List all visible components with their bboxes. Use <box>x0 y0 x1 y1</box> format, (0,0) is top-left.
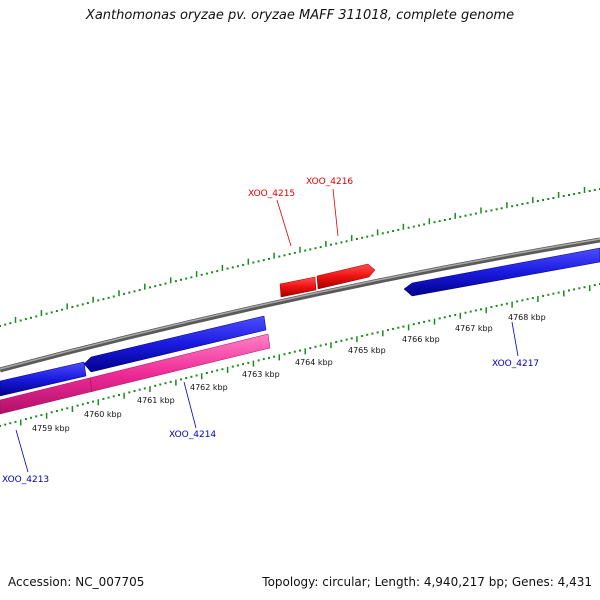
gene-label-xoo-4213[interactable]: XOO_4213 <box>2 429 49 485</box>
gene-xoo-4214-feature[interactable] <box>83 315 267 373</box>
pink-feature-track <box>0 333 271 415</box>
svg-text:XOO_4215: XOO_4215 <box>248 189 295 199</box>
gene-xoo-4215-feature[interactable] <box>279 276 317 298</box>
gene-label-xoo-4217[interactable]: XOO_4217 <box>492 321 539 369</box>
accession-value: NC_007705 <box>75 575 145 589</box>
topology-value: circular <box>322 575 367 589</box>
genome-backbone <box>0 237 600 373</box>
gene-label-xoo-4214[interactable]: XOO_4214 <box>169 381 216 440</box>
reverse-scale-ticks <box>0 283 600 427</box>
tick-label-4764: 4764 kbp <box>295 358 333 367</box>
gene-xoo-4217-feature[interactable] <box>403 247 600 297</box>
svg-text:XOO_4217: XOO_4217 <box>492 359 539 369</box>
tick-label-4763: 4763 kbp <box>242 370 280 379</box>
gene-label-xoo-4216[interactable]: XOO_4216 <box>306 177 353 237</box>
gene-xoo-4213-feature[interactable] <box>0 361 87 397</box>
tick-label-4761: 4761 kbp <box>137 396 175 405</box>
genome-stats: Topology: circular; Length: 4,940,217 bp… <box>262 575 592 589</box>
svg-text:XOO_4216: XOO_4216 <box>306 177 353 187</box>
genes-label: Genes: <box>511 575 554 589</box>
tick-label-4760: 4760 kbp <box>84 410 122 419</box>
tick-label-4766: 4766 kbp <box>402 335 440 344</box>
length-value: 4,940,217 bp <box>423 575 504 589</box>
tick-label-4759: 4759 kbp <box>32 424 70 433</box>
svg-text:XOO_4214: XOO_4214 <box>169 430 216 440</box>
genome-title: Xanthomonas oryzae pv. oryzae MAFF 31101… <box>85 8 515 23</box>
gene-xoo-4216-feature[interactable] <box>316 263 376 290</box>
svg-text:XOO_4213: XOO_4213 <box>2 475 49 485</box>
tick-label-4768: 4768 kbp <box>508 313 546 322</box>
forward-scale-ticks <box>0 187 600 327</box>
length-label: Length: <box>374 575 421 589</box>
genes-value: 4,431 <box>557 575 592 589</box>
gene-label-xoo-4215[interactable]: XOO_4215 <box>248 189 295 247</box>
scale-tick-labels: 4759 kbp 4760 kbp 4761 kbp 4762 kbp 4763… <box>32 313 546 433</box>
accession-label: Accession: <box>8 575 72 589</box>
tick-label-4767: 4767 kbp <box>455 324 493 333</box>
topology-label: Topology: <box>262 575 319 589</box>
tick-label-4765: 4765 kbp <box>348 346 386 355</box>
genome-backbone-highlight <box>0 238 600 370</box>
accession-info: Accession: NC_007705 <box>8 575 144 589</box>
tick-label-4762: 4762 kbp <box>190 383 228 392</box>
